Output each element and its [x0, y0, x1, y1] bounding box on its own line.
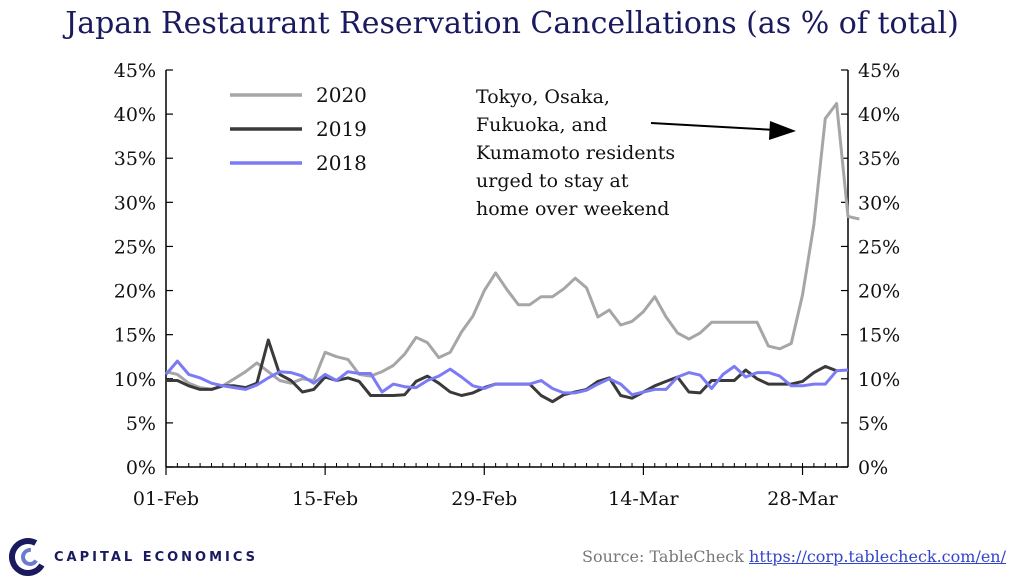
source-link[interactable]: https://corp.tablecheck.com/en/ — [749, 547, 1006, 566]
y-tick-label-left: 20% — [114, 281, 156, 303]
y-tick-label-left: 15% — [114, 325, 156, 347]
x-tick-label: 29-Feb — [451, 488, 517, 510]
y-tick-label-right: 40% — [858, 104, 900, 126]
y-tick-label-left: 45% — [114, 60, 156, 82]
legend-label-2019: 2019 — [316, 117, 367, 141]
source-label: Source: TableCheck — [582, 547, 744, 566]
y-tick-label-left: 25% — [114, 236, 156, 258]
x-tick-label: 14-Mar — [608, 488, 679, 510]
y-tick-label-right: 0% — [858, 457, 888, 479]
x-tick-label: 28-Mar — [767, 488, 838, 510]
line-chart: Japan Restaurant Reservation Cancellatio… — [62, 6, 959, 510]
y-tick-label-right: 10% — [858, 369, 900, 391]
annotation-arrow-shaft — [650, 122, 777, 131]
source-line: Source: TableCheck https://corp.tableche… — [582, 547, 1006, 566]
y-tick-label-left: 35% — [114, 148, 156, 170]
x-tick-label: 01-Feb — [133, 488, 199, 510]
y-tick-label-left: 30% — [114, 192, 156, 214]
annotation-line: Kumamoto residents — [476, 142, 675, 164]
footer: CAPITAL ECONOMICS Source: TableCheck htt… — [0, 533, 1024, 583]
brand-logo: CAPITAL ECONOMICS — [8, 537, 258, 577]
y-tick-label-right: 35% — [858, 148, 900, 170]
y-tick-label-right: 5% — [858, 413, 888, 435]
y-tick-label-right: 20% — [858, 281, 900, 303]
y-tick-label-left: 5% — [126, 413, 156, 435]
series-line-2020 — [165, 102, 860, 391]
x-tick-label: 15-Feb — [292, 488, 358, 510]
y-tick-label-right: 15% — [858, 325, 900, 347]
annotation: Tokyo, Osaka, Fukuoka, and Kumamoto reside… — [476, 86, 796, 220]
annotation-line: Tokyo, Osaka, — [476, 86, 610, 108]
annotation-line: urged to stay at — [476, 170, 629, 192]
y-tick-label-left: 0% — [126, 457, 156, 479]
y-tick-label-right: 45% — [858, 60, 900, 82]
y-tick-label-right: 25% — [858, 236, 900, 258]
y-tick-label-right: 30% — [858, 192, 900, 214]
annotation-arrow-head — [769, 121, 796, 140]
legend-label-2020: 2020 — [316, 83, 367, 107]
chart-title: Japan Restaurant Reservation Cancellatio… — [62, 6, 959, 41]
brand-name: CAPITAL ECONOMICS — [54, 549, 259, 565]
series-line-2018 — [164, 359, 849, 397]
legend-label-2018: 2018 — [316, 151, 367, 175]
capital-economics-logo-icon — [9, 538, 47, 576]
annotation-line: home over weekend — [476, 198, 669, 220]
y-tick-label-left: 40% — [114, 104, 156, 126]
y-tick-label-left: 10% — [114, 369, 156, 391]
annotation-line: Fukuoka, and — [476, 114, 607, 136]
